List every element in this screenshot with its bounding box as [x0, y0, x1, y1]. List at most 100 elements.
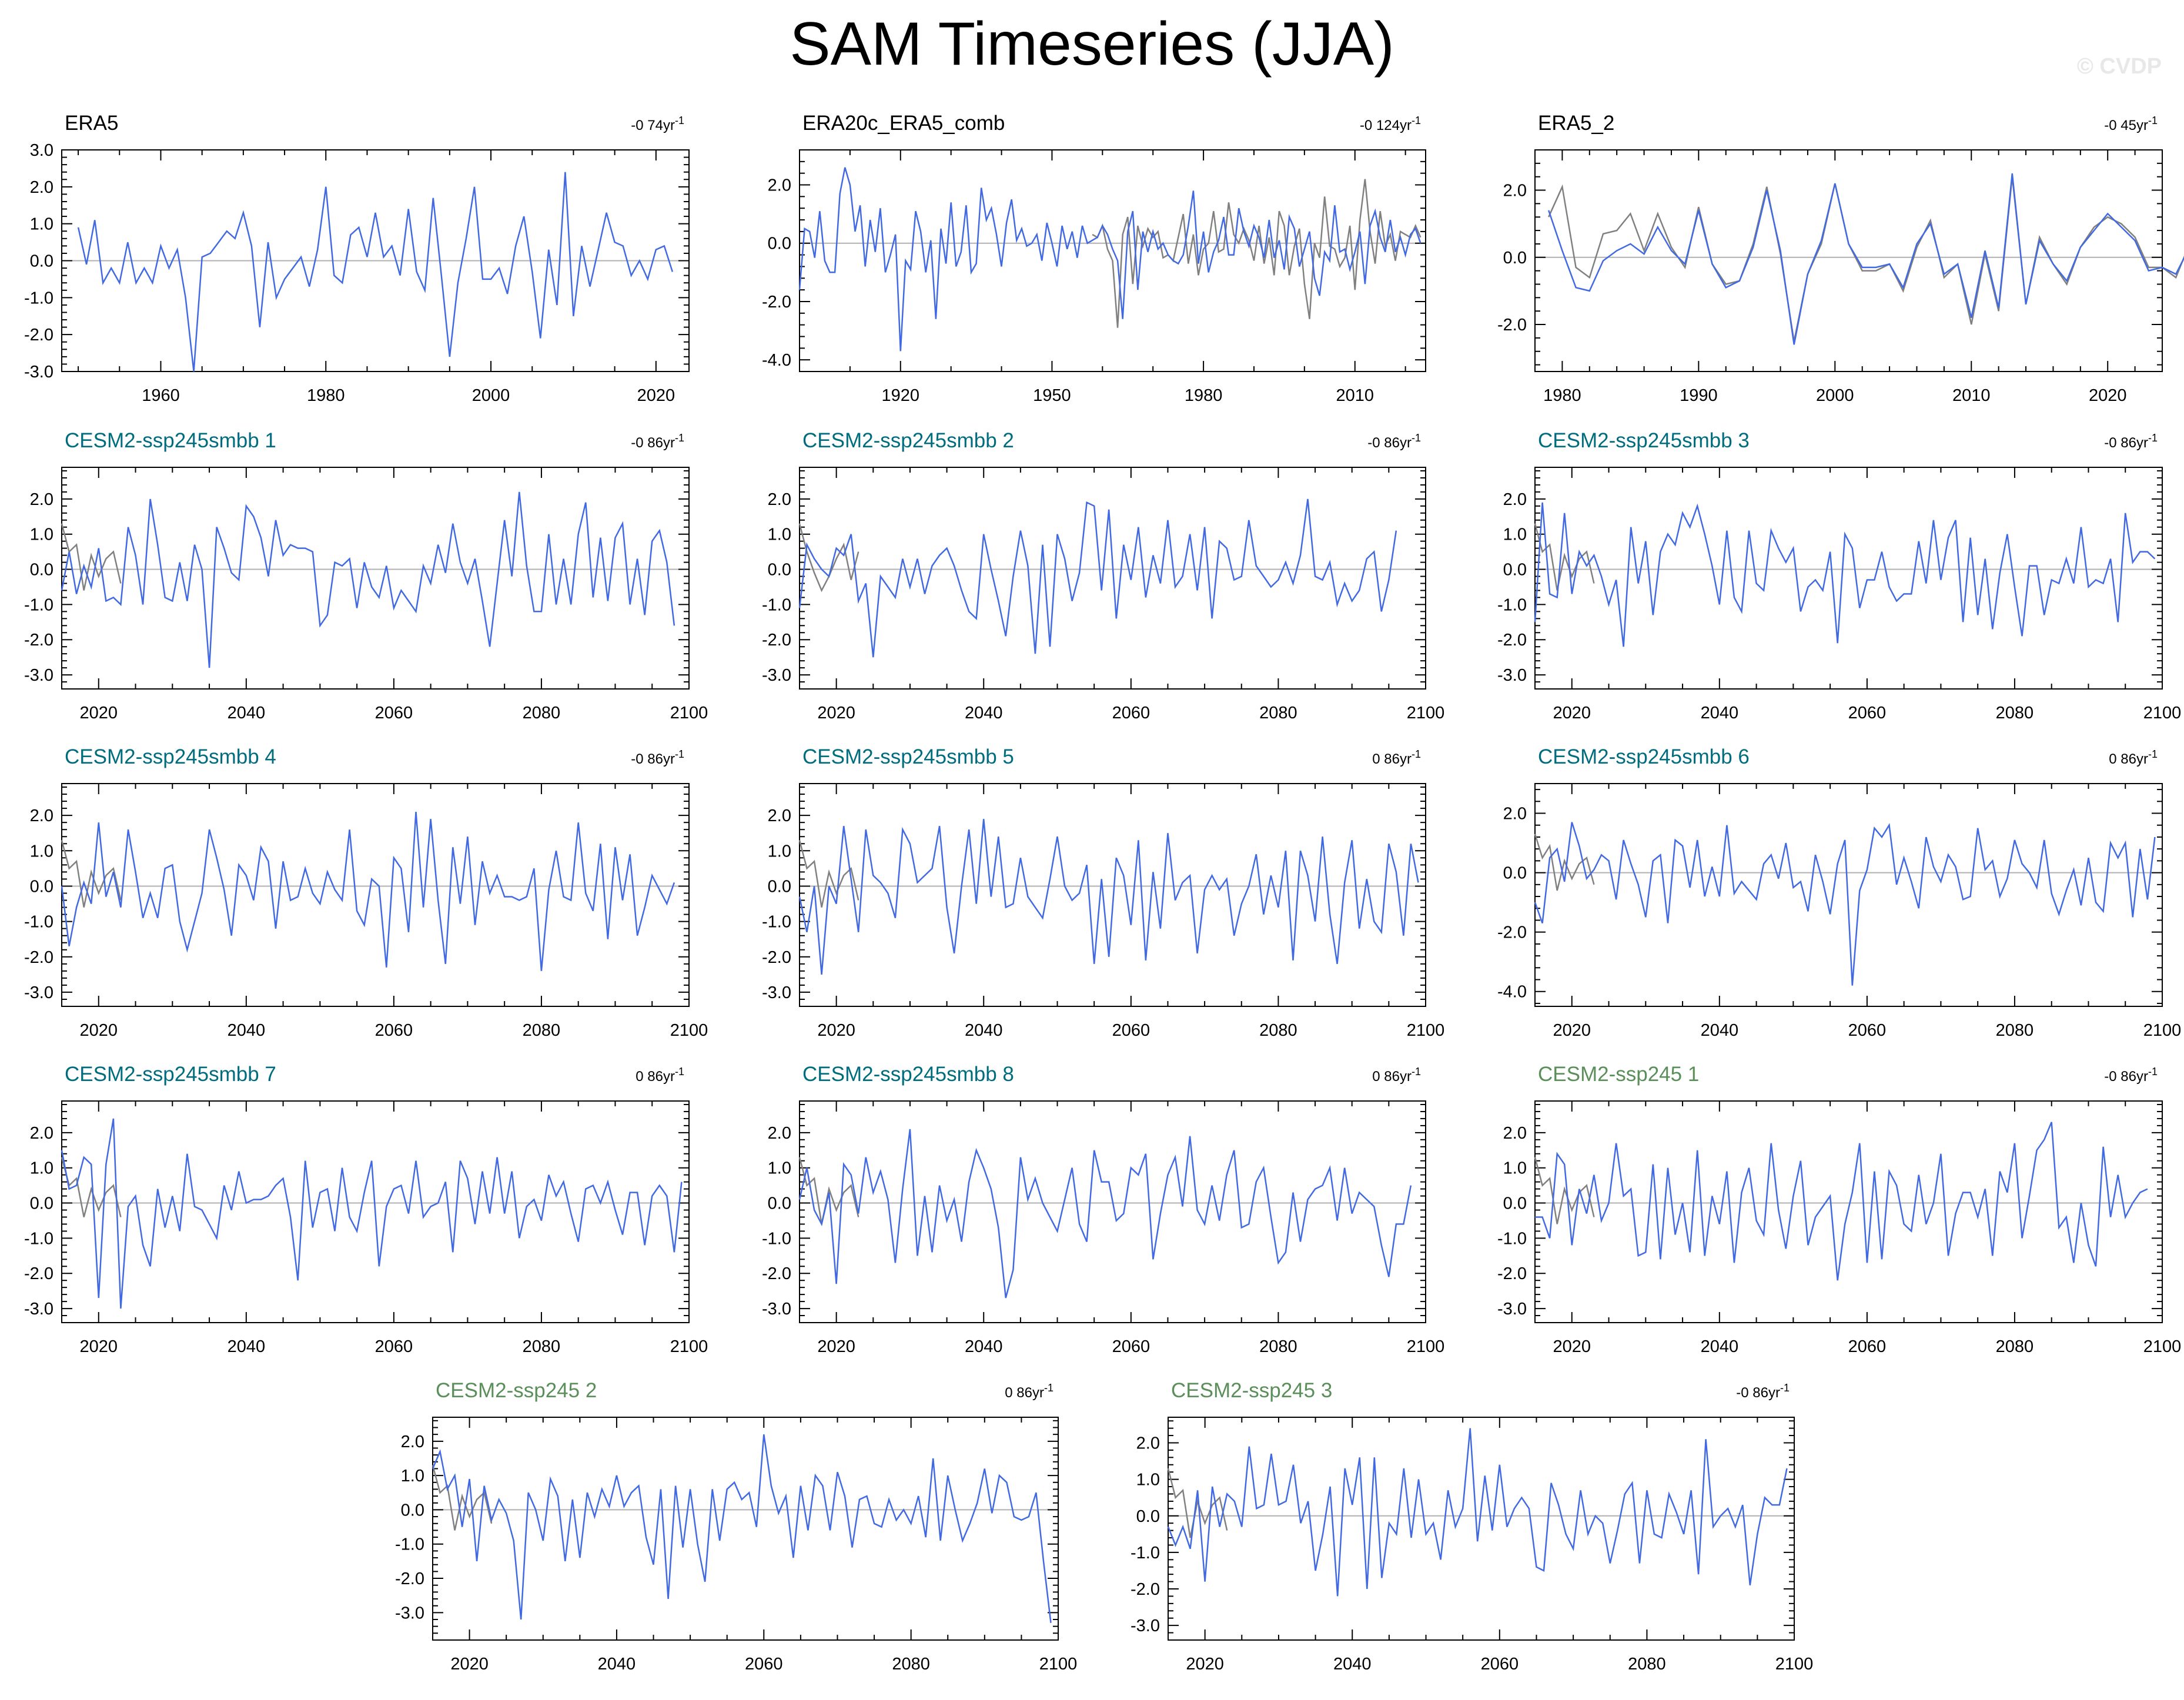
- x-tick-label: 2100: [1407, 1021, 1445, 1040]
- x-tick-label: 2040: [965, 1337, 1003, 1356]
- reference-series-line: [1092, 179, 1422, 328]
- y-tick-label: 1.0: [768, 1159, 791, 1178]
- y-tick-label: -3.0: [762, 983, 791, 1002]
- panel-era5: 1960 1980 2000 2020 -3.0 -2.0 -1.0 0.0 1.0 2.0 3.0…: [24, 112, 690, 405]
- y-tick-label: -1.0: [1497, 595, 1527, 614]
- x-tick-label: 1920: [882, 386, 920, 405]
- y-tick-label: 2.0: [768, 807, 791, 825]
- y-tick-label: 2.0: [30, 807, 53, 825]
- y-tick-label: 2.0: [1136, 1434, 1160, 1453]
- y-tick-label: 3.0: [30, 141, 53, 160]
- x-tick-label: 2010: [1952, 386, 1991, 405]
- series-line: [77, 172, 674, 372]
- reference-series-line: [1167, 1468, 1228, 1538]
- x-tick-label: 2080: [1259, 1337, 1297, 1356]
- panel-cesm2-ssp245smbb-8: 2020 2040 2060 2080 2100 -3.0 -2.0 -1.0 0.0 1.0 2.…: [762, 1063, 1444, 1356]
- trend-label-exponent: -1: [2148, 432, 2158, 444]
- trend-label: -0 86yr-1: [1736, 1382, 1790, 1401]
- y-tick-label: 0.0: [401, 1501, 424, 1520]
- y-tick-label: -3.0: [762, 666, 791, 685]
- y-tick-label: 2.0: [1503, 1124, 1527, 1143]
- y-tick-label: -3.0: [762, 1300, 791, 1318]
- trend-label-exponent: -1: [675, 432, 684, 444]
- series-line: [1534, 822, 2156, 986]
- panel-label: ERA20c_ERA5_comb: [802, 112, 1005, 135]
- x-tick-label: 2100: [2143, 704, 2182, 722]
- y-tick-label: -3.0: [1131, 1617, 1160, 1635]
- x-tick-label: 1950: [1033, 386, 1071, 405]
- trend-label-exponent: -1: [675, 115, 684, 126]
- panel-label: CESM2-ssp245 1: [1538, 1063, 1699, 1086]
- y-tick-label: -2.0: [762, 948, 791, 967]
- y-tick-label: 0.0: [768, 877, 791, 896]
- x-tick-label: 2100: [2143, 1337, 2182, 1356]
- reference-series-line: [798, 839, 859, 908]
- page-title: SAM Timeseries (JJA): [790, 10, 1394, 78]
- plot-frame: [1534, 783, 2163, 1007]
- trend-label-exponent: -1: [1780, 1382, 1790, 1394]
- panel-cesm2-ssp245-2: 2020 2040 2060 2080 2100 -3.0 -2.0 -1.0 0.0 1.0 2.…: [395, 1379, 1077, 1674]
- panel-label: CESM2-ssp245 3: [1171, 1379, 1332, 1402]
- y-tick-label: -2.0: [395, 1570, 424, 1588]
- x-tick-label: 2080: [1996, 1021, 2034, 1040]
- y-tick-label: -1.0: [762, 913, 791, 932]
- trend-label-exponent: -1: [2148, 115, 2158, 126]
- x-tick-label: 2100: [670, 704, 708, 722]
- trend-label: 0 86yr-1: [1372, 1066, 1421, 1085]
- x-tick-label: 2080: [1628, 1655, 1666, 1674]
- x-tick-label: 2020: [1553, 1021, 1591, 1040]
- series-line: [432, 1434, 1052, 1623]
- x-tick-label: 2020: [817, 704, 855, 722]
- panel-label: CESM2-ssp245smbb 3: [1538, 429, 1750, 452]
- x-tick-label: 2020: [817, 1021, 855, 1040]
- x-tick-label: 2060: [1481, 1655, 1519, 1674]
- y-tick-label: 2.0: [1503, 182, 1527, 200]
- reference-series-line: [1548, 176, 2184, 342]
- x-tick-label: 2020: [80, 1021, 118, 1040]
- trend-label-exponent: -1: [1044, 1382, 1053, 1394]
- panel-label: CESM2-ssp245smbb 8: [802, 1063, 1014, 1086]
- y-tick-label: 1.0: [30, 215, 53, 234]
- x-tick-label: 2080: [523, 704, 561, 722]
- x-tick-label: 2060: [1112, 704, 1150, 722]
- x-tick-label: 2100: [670, 1337, 708, 1356]
- y-tick-label: 1.0: [401, 1467, 424, 1485]
- y-tick-label: 0.0: [768, 235, 791, 253]
- y-tick-label: -1.0: [24, 289, 53, 307]
- plot-frame: [1534, 1100, 2163, 1323]
- panel-cesm2-ssp245smbb-4: 2020 2040 2060 2080 2100 -3.0 -2.0 -1.0 0.0 1.0 2.…: [24, 745, 708, 1040]
- panel-label: ERA5_2: [1538, 112, 1614, 135]
- y-tick-label: -1.0: [395, 1535, 424, 1554]
- panel-cesm2-ssp245smbb-7: 2020 2040 2060 2080 2100 -3.0 -2.0 -1.0 0.0 1.0 2.…: [24, 1063, 708, 1356]
- x-tick-label: 2000: [1816, 386, 1854, 405]
- y-tick-label: -3.0: [24, 1300, 53, 1318]
- reference-series-line: [1534, 834, 1595, 891]
- plot-frame: [799, 467, 1426, 690]
- trend-label: -0 74yr-1: [631, 115, 684, 133]
- x-tick-label: 2040: [965, 1021, 1003, 1040]
- trend-label-exponent: -1: [2148, 1066, 2158, 1077]
- y-tick-label: 2.0: [768, 176, 791, 195]
- panel-cesm2-ssp245smbb-3: 2020 2040 2060 2080 2100 -3.0 -2.0 -1.0 0.0 1.0 2.…: [1497, 429, 2181, 722]
- panel-label: CESM2-ssp245 2: [436, 1379, 597, 1402]
- y-tick-label: 2.0: [768, 490, 791, 509]
- series-line: [798, 167, 1422, 352]
- x-tick-label: 2020: [637, 386, 675, 405]
- y-tick-label: -2.0: [762, 1264, 791, 1283]
- x-tick-label: 2060: [1112, 1337, 1150, 1356]
- y-tick-label: 1.0: [1503, 1159, 1527, 1178]
- panel-cesm2-ssp245smbb-6: 2020 2040 2060 2080 2100 -4.0 -2.0 0.0 2.0 CESM2-…: [1497, 745, 2181, 1040]
- x-tick-label: 2060: [375, 1021, 413, 1040]
- x-tick-label: 2100: [1407, 1337, 1445, 1356]
- x-tick-label: 2040: [1701, 704, 1739, 722]
- trend-label-exponent: -1: [1412, 432, 1421, 444]
- x-tick-label: 1960: [142, 386, 180, 405]
- y-tick-label: 1.0: [30, 1159, 53, 1178]
- trend-label-exponent: -1: [675, 1066, 684, 1077]
- panel-cesm2-ssp245-3: 2020 2040 2060 2080 2100 -3.0 -2.0 -1.0 0.0 1.0 2.…: [1131, 1379, 1813, 1674]
- plot-frame: [61, 1100, 690, 1323]
- x-tick-label: 2060: [375, 704, 413, 722]
- x-tick-label: 2000: [472, 386, 510, 405]
- y-tick-label: 0.0: [30, 252, 53, 271]
